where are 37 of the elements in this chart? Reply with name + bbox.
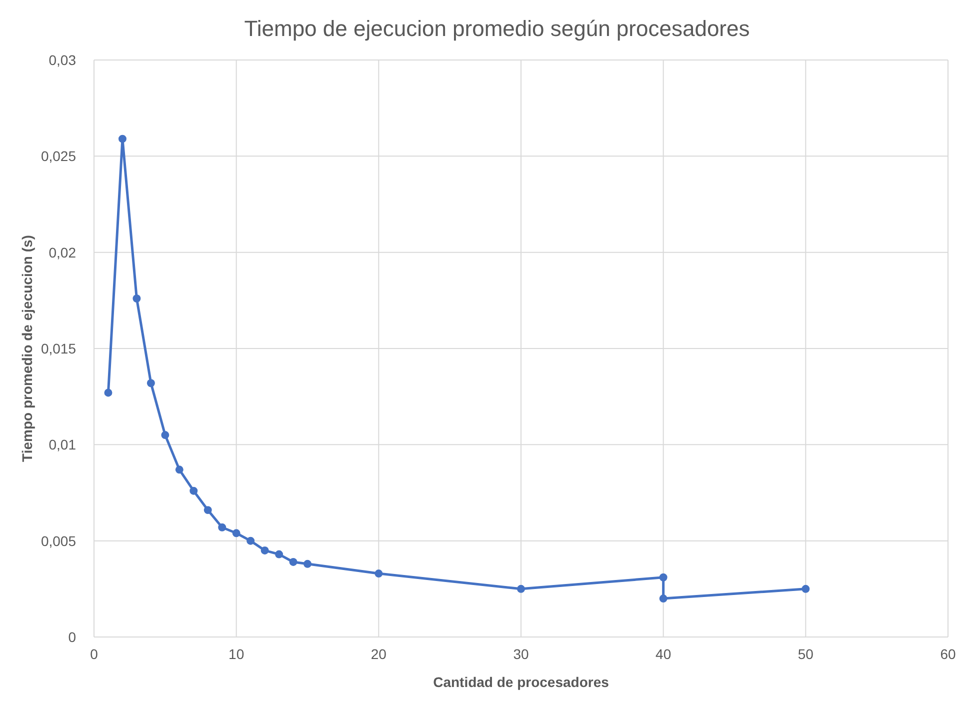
x-axis-title: Cantidad de procesadores [433, 674, 610, 690]
y-tick-label: 0,01 [48, 436, 76, 453]
x-tick-label: 50 [798, 646, 814, 662]
point [374, 570, 383, 578]
x-tick-label: 20 [370, 646, 387, 662]
y-tick-label: 0,025 [40, 148, 76, 164]
x-tick-label: 60 [940, 646, 956, 662]
point [304, 560, 312, 568]
x-tick-label: 10 [228, 646, 244, 662]
point [517, 584, 525, 593]
point [232, 529, 240, 538]
point [161, 431, 170, 440]
point [190, 486, 198, 495]
point [146, 379, 155, 388]
point [659, 573, 668, 582]
chart-title: Tiempo de ejecucion promedio según procesadores [244, 16, 750, 41]
x-tick-label: 40 [656, 646, 672, 662]
y-tick-label: 0,02 [48, 244, 76, 260]
point [204, 506, 212, 514]
point [659, 594, 668, 603]
y-tick-label: 0,03 [48, 52, 76, 68]
point [132, 294, 141, 302]
point [260, 546, 269, 554]
point [218, 523, 226, 532]
point [104, 388, 112, 397]
point [802, 584, 810, 593]
point [246, 536, 255, 545]
y-tick-label: 0,005 [40, 532, 76, 549]
x-tick-label: 30 [513, 646, 529, 662]
point [289, 558, 298, 566]
y-tick-label: 0 [68, 629, 76, 645]
point [175, 466, 184, 474]
y-axis-title: Tiempo promedio de ejecucion (s) [19, 235, 35, 462]
y-tick-label: 0,015 [40, 340, 76, 356]
point [275, 550, 284, 558]
point [118, 134, 126, 143]
x-tick-label: 0 [90, 646, 98, 662]
